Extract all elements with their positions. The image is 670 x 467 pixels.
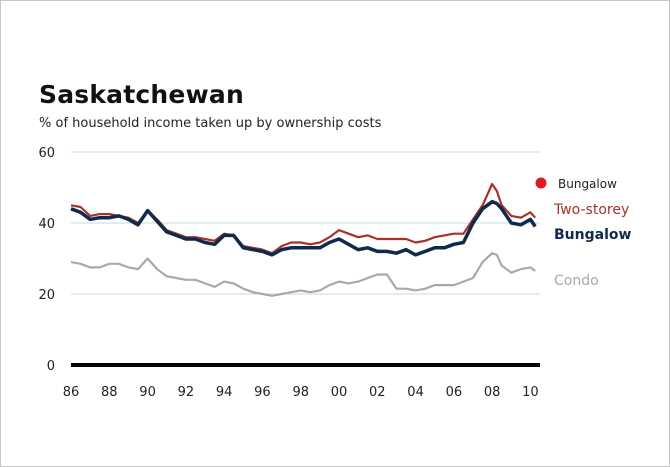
x-tick-label: 90 — [139, 385, 156, 400]
series-end-labels: Two-storey Bungalow Condo — [553, 202, 631, 289]
y-tick-label: 40 — [38, 217, 55, 232]
y-tick-label: 20 — [38, 288, 55, 303]
end-label: Condo — [554, 273, 599, 289]
legend: Bungalow — [535, 177, 617, 191]
legend-label: Bungalow — [558, 177, 617, 191]
chart-subtitle: % of household income taken up by owners… — [39, 116, 382, 131]
x-tick-label: 86 — [63, 385, 80, 400]
x-tick-label: 98 — [292, 385, 309, 400]
end-label: Two-storey — [553, 202, 629, 218]
chart-title: Saskatchewan — [39, 80, 244, 109]
series-lines — [70, 182, 537, 297]
x-tick-label: 88 — [101, 385, 118, 400]
x-tick-label: 10 — [522, 385, 539, 400]
x-tick-label: 00 — [331, 385, 348, 400]
y-axis-ticks: 0 20 40 60 — [38, 146, 55, 374]
x-axis-ticks: 86 88 90 92 94 96 98 00 02 04 06 08 10 — [63, 385, 539, 400]
x-tick-label: 08 — [484, 385, 501, 400]
legend-marker-icon — [535, 177, 547, 189]
x-tick-label: 96 — [254, 385, 271, 400]
x-tick-label: 94 — [216, 385, 233, 400]
x-tick-label: 06 — [446, 385, 463, 400]
x-tick-label: 04 — [407, 385, 424, 400]
x-tick-label: 92 — [178, 385, 195, 400]
x-tick-label: 02 — [369, 385, 386, 400]
series-line-condo — [70, 252, 536, 297]
y-tick-label: 0 — [47, 359, 55, 374]
gridlines — [71, 151, 540, 367]
y-tick-label: 60 — [38, 146, 55, 161]
series-line-bungalow — [70, 199, 537, 257]
end-label: Bungalow — [554, 227, 631, 243]
